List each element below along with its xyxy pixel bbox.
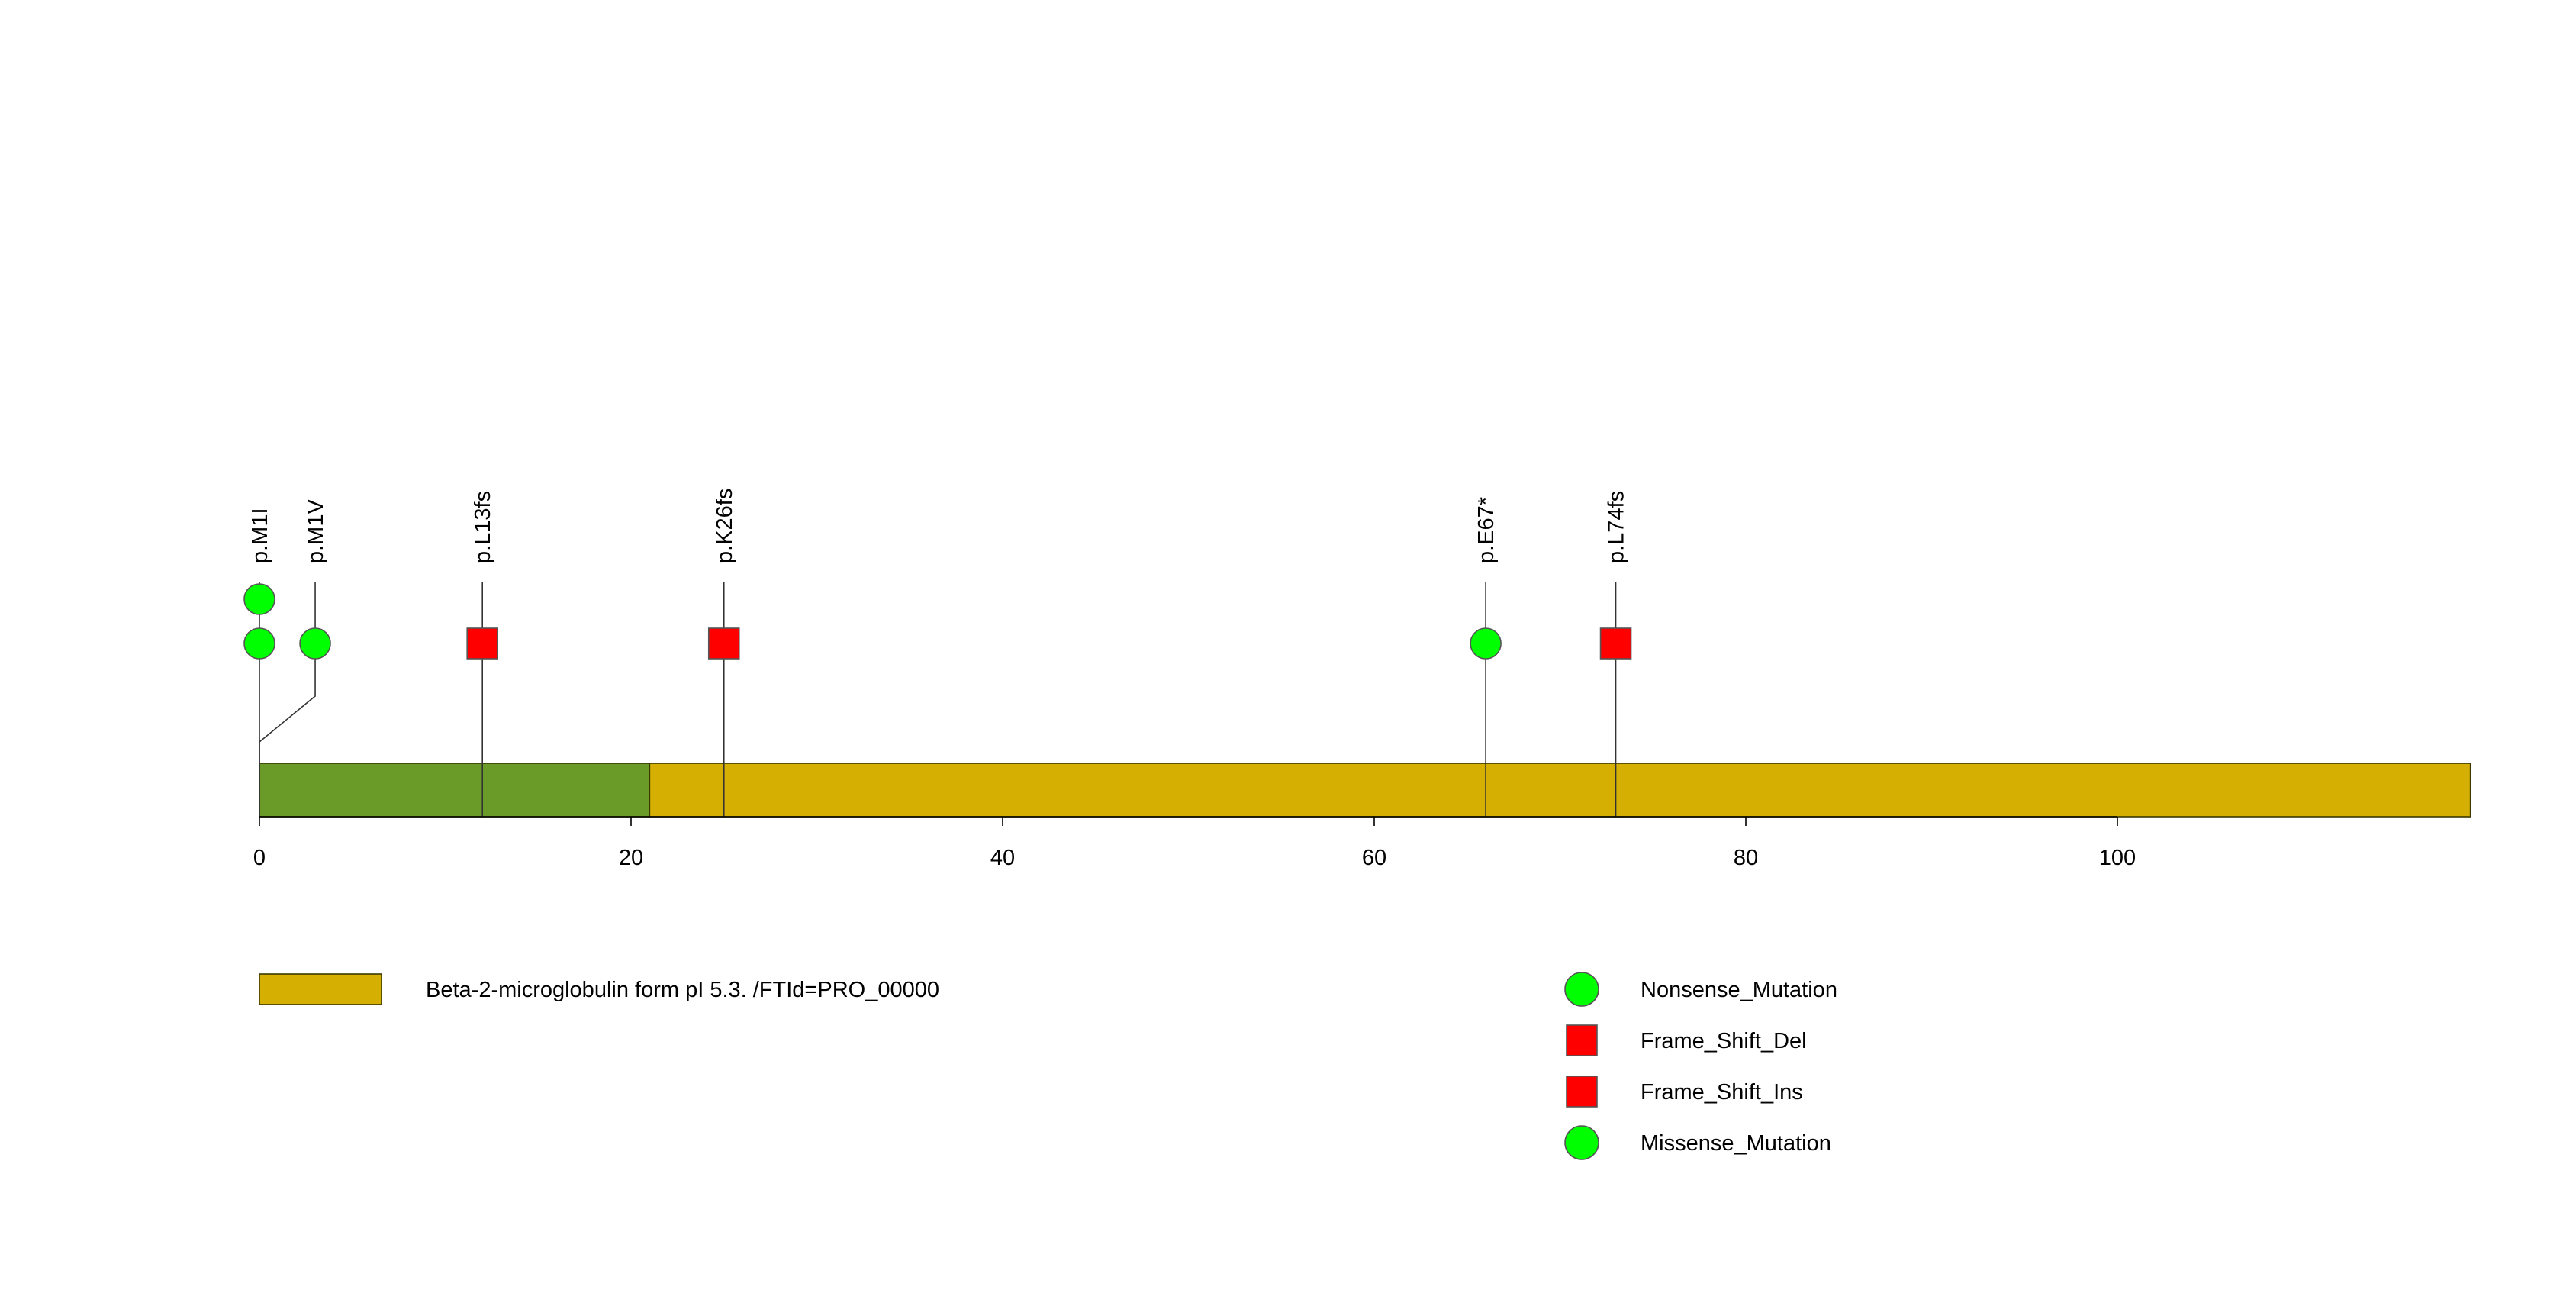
domain-legend-label-0: Beta-2-microglobulin form pI 5.3. /FTId=… <box>426 978 939 1002</box>
legend-label-0: Nonsense_Mutation <box>1641 978 1837 1002</box>
x-tick-label-3: 60 <box>1362 846 1386 870</box>
mutation-marker-1-0 <box>299 627 331 660</box>
mutation-label-4: p.E67* <box>1474 497 1499 563</box>
legend-label-1: Frame_Shift_Del <box>1641 1029 1807 1053</box>
protein-domain-1 <box>649 763 2471 818</box>
protein-domain-0 <box>259 763 651 818</box>
x-axis: 0 20 40 60 80 100 <box>253 816 2136 870</box>
domain-legend: Beta-2-microglobulin form pI 5.3. /FTId=… <box>259 973 939 1005</box>
mutation-stem-overlays <box>259 763 1617 817</box>
mutation-label-3: p.K26fs <box>713 489 737 563</box>
mutation-label-0: p.M1I <box>248 508 272 563</box>
mutation-label-1: p.M1V <box>304 499 328 563</box>
mutation-marker-4-0 <box>1470 627 1502 660</box>
mutation-label-2: p.L13fs <box>471 491 495 563</box>
legend-marker-3 <box>1564 1125 1599 1160</box>
legend-label-2: Frame_Shift_Ins <box>1641 1080 1803 1105</box>
legend-marker-2 <box>1566 1076 1598 1108</box>
legend-marker-1 <box>1566 1024 1598 1056</box>
mutation-labels: p.M1I p.M1V p.L13fs p.K26fs p.E67* p.L74fs <box>248 489 1629 563</box>
mutation-label-5: p.L74fs <box>1605 491 1629 563</box>
mutation-marker-0-1 <box>243 583 275 615</box>
mutation-markers <box>243 583 1632 660</box>
domain-legend-swatch-0 <box>259 973 382 1005</box>
mutation-type-legend: Nonsense_Mutation Frame_Shift_Del Frame_Sh… <box>1564 972 1837 1160</box>
mutation-marker-0-0 <box>243 627 275 660</box>
x-tick-label-1: 20 <box>619 846 643 870</box>
x-tick-label-4: 80 <box>1734 846 1758 870</box>
x-tick-label-5: 100 <box>2099 846 2136 870</box>
mutation-marker-3-0 <box>707 627 740 660</box>
mutation-marker-2-0 <box>466 627 499 660</box>
legend-label-3: Missense_Mutation <box>1641 1131 1831 1156</box>
x-tick-label-0: 0 <box>253 846 266 870</box>
x-tick-label-2: 40 <box>990 846 1015 870</box>
legend-marker-0 <box>1564 972 1599 1007</box>
protein-domains <box>259 763 2471 818</box>
mutation-marker-5-0 <box>1599 627 1632 660</box>
